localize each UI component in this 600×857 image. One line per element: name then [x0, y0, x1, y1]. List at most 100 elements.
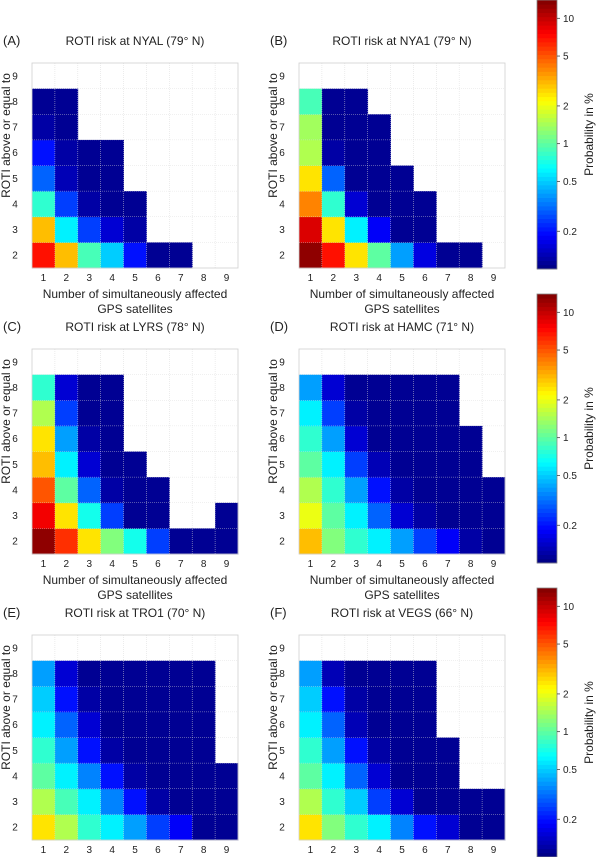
colorbar-segment	[537, 315, 557, 320]
heatmap-cell	[344, 788, 369, 815]
heatmap-cell	[77, 216, 102, 243]
heatmap-cell	[299, 814, 323, 841]
heatmap-cell	[459, 477, 483, 504]
heatmap-cell	[390, 216, 414, 243]
y-tick-label: 4	[12, 485, 18, 496]
y-axis-label: ROTI above or equal to	[266, 359, 280, 484]
chart-title: ROTI risk at TRO1 (70° N)	[65, 606, 206, 620]
colorbar-segment	[537, 781, 557, 786]
plot-frame	[298, 348, 506, 555]
heatmap-cell	[321, 528, 346, 555]
x-tick-label: 2	[64, 273, 70, 284]
heatmap-cell	[32, 788, 56, 815]
colorbar-segment	[537, 735, 557, 740]
colorbar-segment	[537, 840, 557, 845]
x-axis-label: GPS satellites	[97, 588, 172, 602]
y-tick-label: 5	[12, 746, 18, 757]
heatmap-cell	[169, 737, 193, 764]
heatmap-cell	[32, 139, 56, 166]
colorbar-segment	[537, 777, 557, 782]
x-tick-label: 5	[132, 273, 138, 284]
heatmap-cell	[215, 788, 239, 815]
heatmap-cell	[77, 374, 102, 401]
heatmap-cell	[123, 763, 147, 790]
x-tick-label: 8	[201, 273, 207, 284]
colorbar-label: Probability in %	[582, 681, 596, 764]
heatmap-cell	[146, 814, 170, 841]
heatmap-cell	[321, 788, 346, 815]
colorbar-segment	[537, 399, 557, 404]
colorbar-segment	[537, 604, 557, 610]
colorbar-segment	[537, 638, 557, 644]
panel-f: (F) ROTI risk at VEGS (66° N) 1 2 3 4 5 6 7 8 9 2 3 4…	[266, 605, 506, 856]
heatmap-cell	[367, 788, 391, 815]
x-tick-label: 9	[491, 559, 497, 570]
x-axis-label: GPS satellites	[97, 302, 172, 316]
heatmap-cell	[321, 165, 346, 192]
heatmap-cell	[390, 737, 414, 764]
x-tick-label: 4	[376, 273, 382, 284]
heatmap-cell	[123, 737, 147, 764]
heatmap-cell	[413, 242, 437, 269]
x-tick-label: 9	[224, 273, 230, 284]
colorbar-segment	[537, 386, 557, 392]
x-tick-label: 2	[331, 845, 337, 856]
heatmap-cell	[367, 711, 391, 738]
colorbar-segment	[537, 29, 557, 35]
x-tick-label: 4	[109, 273, 115, 284]
x-tick-label: 6	[422, 273, 428, 284]
heatmap-cell	[54, 216, 79, 243]
heatmap-cell	[321, 191, 346, 218]
heatmap-cell	[299, 502, 323, 529]
heatmap-cell	[169, 711, 193, 738]
colorbar-segment	[537, 71, 557, 77]
heatmap-cell	[390, 686, 414, 713]
heatmap-cell	[367, 242, 391, 269]
colorbar-segment	[537, 134, 557, 140]
heatmap-cell	[344, 139, 369, 166]
colorbar-segment	[537, 147, 557, 152]
heatmap-cell	[299, 114, 323, 141]
heatmap-cell	[54, 139, 79, 166]
heatmap-cell	[344, 737, 369, 764]
y-tick-label: 6	[12, 720, 18, 731]
colorbar-segment	[537, 810, 557, 816]
colorbar-segment	[537, 474, 557, 480]
panel-e: (E) ROTI risk at TRO1 (70° N) 1 2 3 4 5 6 7 8 9 2 3 4…	[0, 605, 239, 856]
heatmap-cell	[413, 711, 437, 738]
heatmap-cell	[123, 242, 147, 269]
colorbar-segment	[537, 239, 557, 245]
heatmap-cell	[192, 814, 216, 841]
panel-d: (D) ROTI risk at HAMC (71° N) 1 2 3 4 5 6 7 8 9 2 3 4…	[266, 319, 506, 602]
colorbar-segment	[537, 831, 557, 837]
heatmap-cell	[344, 216, 369, 243]
heatmap-cell	[390, 814, 414, 841]
heatmap-cell	[367, 425, 391, 452]
heatmap-cell	[54, 242, 79, 269]
heatmap-cell	[299, 737, 323, 764]
heatmap-cell	[390, 660, 414, 687]
colorbar-segment	[537, 642, 557, 648]
heatmap-cell	[100, 242, 124, 269]
y-tick-label: 2	[279, 251, 285, 262]
heatmap-cell	[344, 88, 369, 115]
heatmap-cell	[54, 788, 79, 815]
heatmap-cell	[192, 788, 216, 815]
colorbar-segment	[537, 722, 557, 728]
panel-c: (C) ROTI risk at LYRS (78° N) 1 2 3 4 5 6 7 8 9 2 3 4…	[0, 319, 239, 602]
heatmap-cell	[54, 425, 79, 452]
heatmap-cell	[192, 711, 216, 738]
y-tick-label: 7	[12, 409, 18, 420]
x-tick-label: 2	[331, 273, 337, 284]
colorbar-segment	[537, 499, 557, 505]
colorbar-segment	[537, 441, 557, 446]
colorbar-tick-label: 1	[563, 139, 569, 150]
colorbar-segment	[537, 390, 557, 396]
heatmap-cell	[77, 477, 102, 504]
heatmap-cell	[413, 528, 437, 555]
heatmap-cell	[192, 763, 216, 790]
colorbar-segment	[537, 352, 557, 358]
heatmap-cell	[344, 242, 369, 269]
heatmap-cell	[146, 737, 170, 764]
